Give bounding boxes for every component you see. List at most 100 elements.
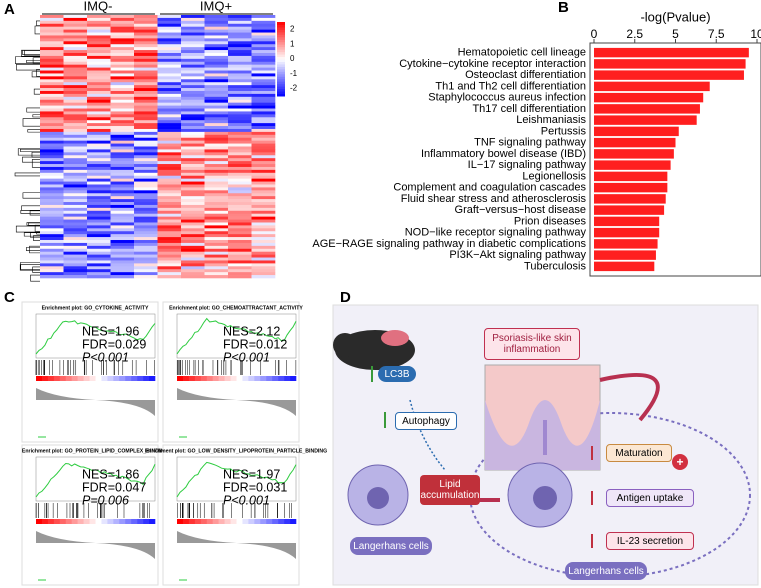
heatmap-cell xyxy=(87,140,111,144)
heatmap-cell xyxy=(110,126,135,130)
heatmap-cell xyxy=(40,96,64,101)
dendrogram xyxy=(33,88,40,95)
heatmap-cell xyxy=(181,245,205,250)
heatmap-cell xyxy=(157,251,182,255)
gsea-plot: Enrichment plot: GO_LOW_DENSITY_LIPOPROT… xyxy=(145,444,327,586)
rank-gradient xyxy=(113,519,120,524)
label-lipid: Lipid accumulation xyxy=(420,475,480,505)
heatmap-cell xyxy=(110,263,135,267)
heatmap-cell xyxy=(63,38,88,42)
colorbar xyxy=(277,86,285,90)
heatmap-cell xyxy=(63,67,88,71)
colorbar xyxy=(277,81,285,85)
colorbar xyxy=(277,41,285,45)
heatmap-cell xyxy=(134,216,158,220)
heatmap-cell xyxy=(228,20,252,25)
heatmap-cell xyxy=(157,242,182,247)
heatmap-cell xyxy=(40,47,64,51)
heatmap-cell xyxy=(40,190,64,194)
heatmap-cell xyxy=(110,178,135,182)
heatmap-cell xyxy=(228,146,252,150)
dendrogram xyxy=(26,247,40,251)
rank-gradient xyxy=(290,376,297,381)
heatmap-cell xyxy=(228,222,252,226)
heatmap-cell xyxy=(181,131,205,136)
heatmap-cell xyxy=(87,114,111,118)
heatmap-cell xyxy=(157,61,182,65)
heatmap-cell xyxy=(228,32,252,36)
heatmap-cell xyxy=(251,108,276,112)
heatmap-cell xyxy=(110,82,135,86)
heatmap-cell xyxy=(228,175,252,179)
heatmap-cell xyxy=(110,193,135,197)
heatmap-cell xyxy=(40,178,64,182)
heatmap-cell xyxy=(110,67,135,71)
heatmap-cell xyxy=(157,269,182,273)
heatmap-cell xyxy=(204,149,229,153)
rank-gradient xyxy=(177,376,184,381)
heatmap-cell xyxy=(134,32,158,36)
heatmap-cell xyxy=(63,134,88,139)
heatmap-cell xyxy=(181,15,205,19)
heatmap-cell xyxy=(181,269,205,273)
colorbar xyxy=(277,39,285,43)
heatmap-cell xyxy=(134,137,158,141)
heatmap-cell xyxy=(63,184,88,188)
heatmap-cell xyxy=(110,146,135,150)
heatmap-cell xyxy=(110,257,135,261)
heatmap-cell xyxy=(157,23,182,27)
colorbar xyxy=(277,73,285,77)
heatmap-cell xyxy=(204,237,229,241)
rank-gradient xyxy=(36,376,43,381)
rank-gradient xyxy=(290,519,297,524)
heatmap-cell xyxy=(157,114,182,118)
bar xyxy=(594,104,700,114)
heatmap-cell xyxy=(204,32,229,36)
heatmap-cell xyxy=(228,41,252,45)
dendrogram xyxy=(31,151,40,158)
heatmap-cell xyxy=(87,199,111,203)
heatmap-cell xyxy=(40,257,64,261)
heatmap-cell xyxy=(204,275,229,279)
rank-gradient xyxy=(119,376,126,381)
heatmap-cell xyxy=(110,190,135,194)
heatmap-cell xyxy=(204,55,229,60)
heatmap-cell xyxy=(134,257,158,261)
heatmap-cell xyxy=(87,193,111,197)
heatmap-cell xyxy=(87,120,111,124)
heatmap-cell xyxy=(157,190,182,194)
heatmap-cell xyxy=(157,47,182,51)
heatmap-cell xyxy=(134,275,158,279)
heatmap-cell xyxy=(204,234,229,238)
heatmap-cell xyxy=(87,105,111,109)
heatmap-cell xyxy=(251,187,276,191)
heatmap-cell xyxy=(110,29,135,33)
heatmap-cell xyxy=(63,158,88,162)
heatmap-cell xyxy=(157,207,182,212)
heatmap-cell xyxy=(40,102,64,106)
heatmap-cell xyxy=(204,105,229,109)
rank-gradient xyxy=(65,519,72,524)
heatmap-cell xyxy=(134,149,158,153)
rank-gradient xyxy=(137,376,144,381)
heatmap-cell xyxy=(251,245,276,250)
heatmap-cell xyxy=(251,50,276,54)
heatmap-cell xyxy=(157,216,182,220)
heatmap-cell xyxy=(87,275,111,279)
heatmap-cell xyxy=(87,88,111,92)
x-tick-label: 7.5 xyxy=(708,27,725,41)
bar xyxy=(594,70,744,80)
heatmap-cell xyxy=(134,237,158,241)
es-curve xyxy=(35,320,156,355)
rank-gradient xyxy=(248,376,255,381)
heatmap-cell xyxy=(87,204,111,209)
heatmap-cell xyxy=(110,245,135,250)
heatmap-cell xyxy=(157,90,182,95)
heatmap-cell xyxy=(157,149,182,153)
gsea-title: Enrichment plot: GO_CHEMOATTRACTANT_ACTI… xyxy=(169,305,303,311)
heatmap-cell xyxy=(134,146,158,150)
category-label: Th17 cell differentiation xyxy=(472,103,586,115)
dendrogram xyxy=(33,235,40,241)
heatmap-cell xyxy=(134,67,158,71)
rank-gradient xyxy=(248,519,255,524)
